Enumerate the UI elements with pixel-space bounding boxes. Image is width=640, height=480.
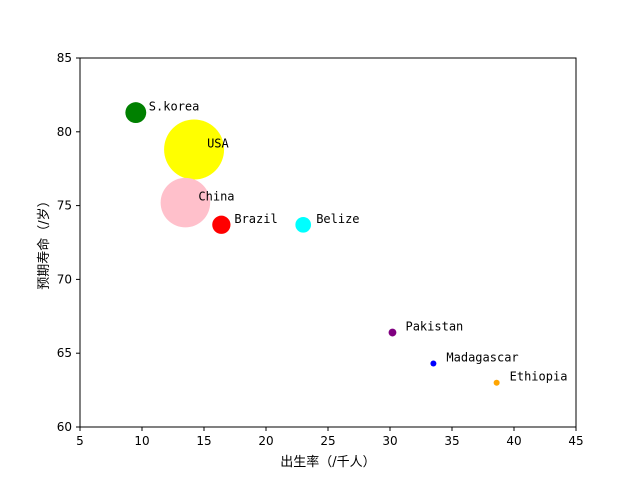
x-tick-label: 40 <box>506 434 521 448</box>
data-point <box>295 216 312 233</box>
x-tick-label: 5 <box>76 434 84 448</box>
data-point-label: Brazil <box>234 212 277 226</box>
x-tick-label: 30 <box>382 434 397 448</box>
data-point-label: Pakistan <box>405 320 463 334</box>
data-point-label: Ethiopia <box>510 370 568 384</box>
x-tick-label: 35 <box>444 434 459 448</box>
data-point <box>164 119 225 180</box>
data-point-label: S.korea <box>149 100 200 114</box>
x-tick-label: 20 <box>258 434 273 448</box>
x-tick-label: 10 <box>134 434 149 448</box>
data-point <box>212 215 231 234</box>
y-tick-label: 60 <box>57 420 72 434</box>
data-point <box>160 177 211 228</box>
y-axis-ticks: 60 65 70 75 80 85 <box>57 51 80 434</box>
data-point <box>430 360 437 367</box>
y-tick-label: 85 <box>57 51 72 65</box>
data-point <box>125 102 147 124</box>
data-point-label: China <box>198 190 234 204</box>
y-axis-label: 预期寿命（/岁） <box>36 194 52 289</box>
x-axis-ticks: 5 10 15 20 25 30 35 40 45 <box>76 427 584 448</box>
data-point-label: Belize <box>316 212 359 226</box>
x-axis-label: 出生率（/千人） <box>280 454 375 470</box>
x-tick-label: 15 <box>196 434 211 448</box>
x-tick-label: 25 <box>320 434 335 448</box>
data-point-label: USA <box>207 137 229 151</box>
data-point <box>388 328 397 337</box>
y-tick-label: 75 <box>57 199 72 213</box>
data-point <box>493 379 500 386</box>
y-tick-label: 70 <box>57 272 72 286</box>
x-tick-label: 45 <box>568 434 583 448</box>
y-tick-label: 80 <box>57 125 72 139</box>
y-tick-label: 65 <box>57 346 72 360</box>
data-point-label: Madagascar <box>446 351 518 365</box>
